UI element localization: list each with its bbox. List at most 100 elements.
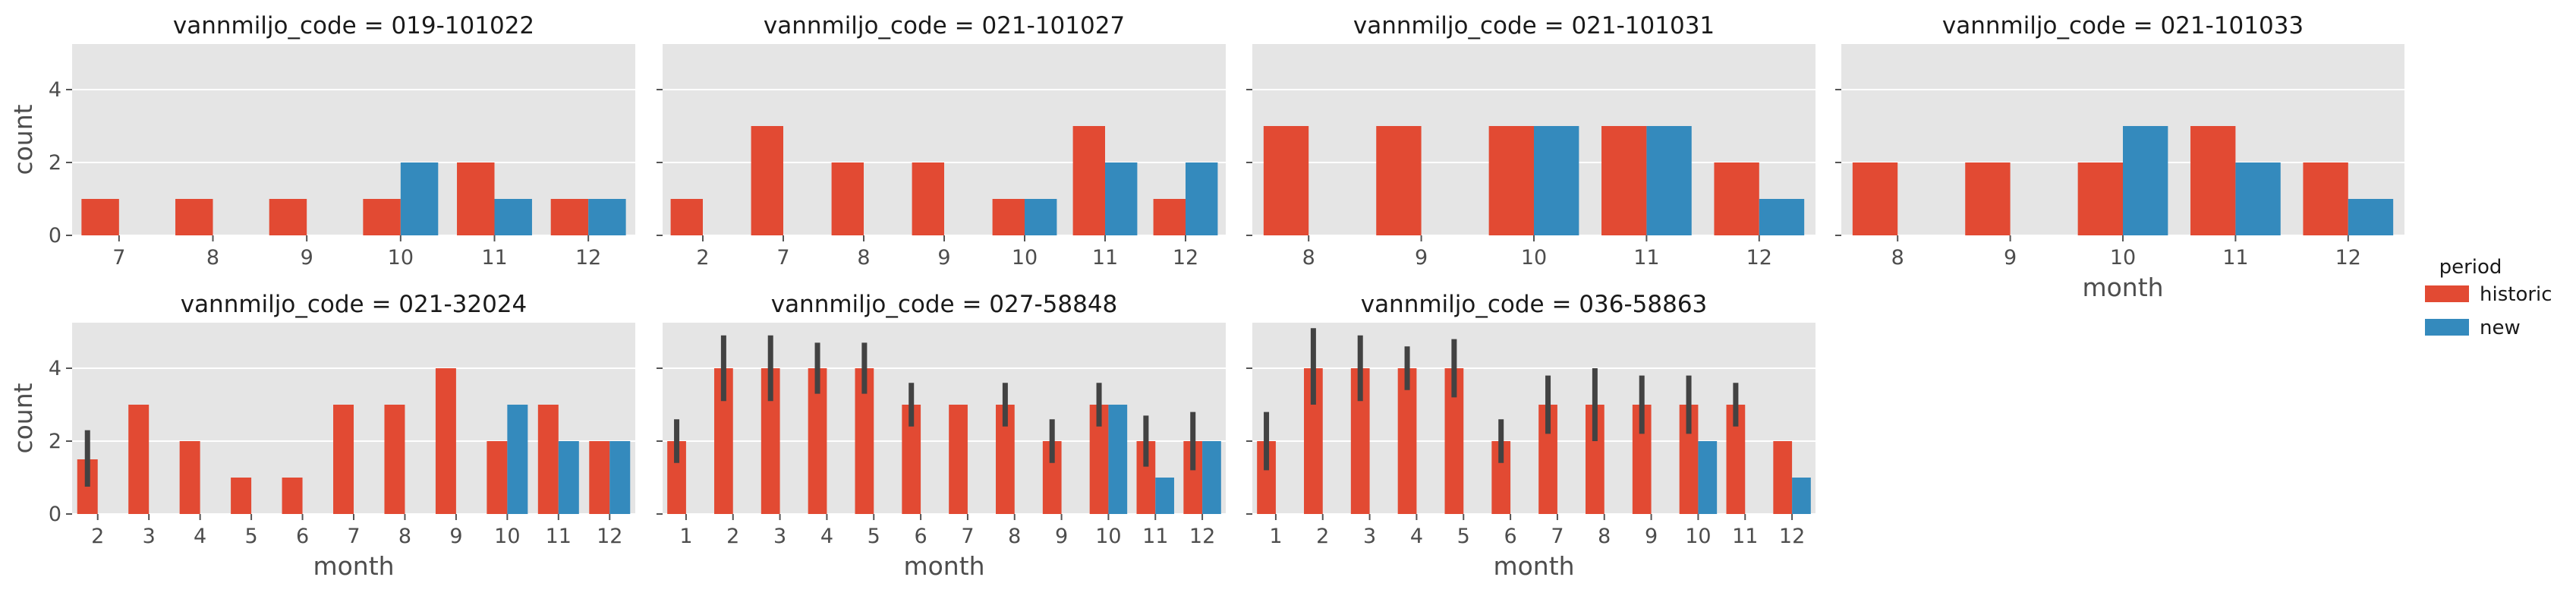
x-axis-label: month — [1493, 551, 1574, 581]
bar-historic — [384, 405, 405, 514]
bar-new — [1759, 199, 1805, 235]
bar-historic — [1714, 162, 1759, 235]
panel-background — [1252, 323, 1815, 514]
x-tick-label: 9 — [937, 246, 950, 270]
bar-historic — [550, 199, 589, 235]
bar-historic — [831, 162, 864, 235]
bar-historic — [1153, 199, 1186, 235]
x-tick-label: 1 — [1269, 525, 1282, 548]
bar-historic — [1852, 162, 1898, 235]
facet-title: vannmiljo_code = 019-101022 — [173, 12, 534, 39]
y-tick-label: 4 — [49, 357, 61, 380]
x-tick-label: 10 — [2110, 246, 2136, 270]
x-tick-label: 10 — [1521, 246, 1547, 270]
x-tick-label: 10 — [1685, 525, 1711, 548]
facet-title: vannmiljo_code = 021-101031 — [1353, 12, 1715, 39]
x-tick-label: 8 — [1008, 525, 1021, 548]
x-tick-label: 4 — [820, 525, 833, 548]
bar-historic — [175, 199, 213, 235]
y-tick-label: 2 — [49, 151, 61, 175]
bar-historic — [1773, 441, 1793, 514]
x-tick-label: 9 — [1055, 525, 1068, 548]
bar-historic — [912, 162, 944, 235]
facet-panel-4: 0 2 4 2 3 4 5 6 7 8 9 10 11 12 vannmiljo_code = 021-32… — [8, 291, 635, 581]
x-tick-label: 8 — [398, 525, 411, 548]
bar-historic — [363, 199, 401, 235]
legend-label-new: new — [2480, 317, 2521, 339]
bar-historic — [1376, 126, 1422, 235]
bar-historic — [992, 199, 1025, 235]
facet-panel-0: 0 2 4 7 8 9 10 11 12 vannmiljo_code = 019-101022 c… — [8, 12, 635, 270]
x-tick-label: 12 — [1779, 525, 1805, 548]
bar-historic — [949, 405, 968, 514]
x-tick-label: 11 — [481, 246, 507, 270]
x-tick-label: 11 — [1633, 246, 1659, 270]
facet-title: vannmiljo_code = 021-32024 — [181, 291, 527, 318]
x-tick-label: 8 — [206, 246, 219, 270]
x-tick-label: 12 — [2335, 246, 2361, 270]
x-tick-label: 9 — [449, 525, 462, 548]
bar-new — [1698, 441, 1718, 514]
bar-new — [2123, 126, 2168, 235]
x-tick-label: 8 — [857, 246, 870, 270]
x-tick-label: 12 — [597, 525, 622, 548]
y-axis-label: count — [8, 383, 38, 453]
x-tick-label: 7 — [1551, 525, 1564, 548]
bar-historic — [128, 405, 150, 514]
bar-historic — [179, 441, 200, 514]
x-tick-label: 7 — [961, 525, 974, 548]
bar-historic — [537, 405, 559, 514]
bar-new — [1646, 126, 1692, 235]
bar-new — [1108, 405, 1128, 514]
bar-historic — [751, 126, 783, 235]
x-tick-label: 11 — [2222, 246, 2248, 270]
bar-historic — [457, 162, 495, 235]
bar-new — [588, 199, 626, 235]
bar-historic — [2303, 162, 2348, 235]
bar-historic — [670, 199, 703, 235]
facet-title: vannmiljo_code = 021-101033 — [1942, 12, 2304, 39]
x-tick-label: 11 — [1092, 246, 1118, 270]
legend-title: period — [2439, 256, 2502, 279]
x-tick-label: 2 — [91, 525, 104, 548]
bar-new — [400, 162, 439, 235]
x-tick-label: 5 — [244, 525, 257, 548]
bar-historic — [2190, 126, 2236, 235]
x-tick-label: 5 — [1457, 525, 1470, 548]
bar-historic — [1072, 126, 1105, 235]
panel-background — [72, 44, 635, 235]
x-axis-label: month — [313, 551, 394, 581]
bar-new — [494, 199, 532, 235]
bar-historic — [282, 478, 303, 514]
bar-historic — [81, 199, 119, 235]
x-tick-label: 12 — [1746, 246, 1772, 270]
legend-label-historic: historic — [2480, 283, 2552, 306]
bar-historic — [1397, 368, 1417, 514]
facet-title: vannmiljo_code = 036-58863 — [1361, 291, 1708, 318]
x-tick-label: 7 — [112, 246, 125, 270]
x-tick-label: 10 — [494, 525, 520, 548]
x-tick-label: 5 — [868, 525, 880, 548]
x-tick-label: 9 — [2004, 246, 2017, 270]
bar-new — [1792, 478, 1811, 514]
bar-new — [1202, 441, 1221, 514]
y-tick-label: 2 — [49, 430, 61, 453]
x-axis-label: month — [903, 551, 984, 581]
y-tick-label: 0 — [49, 224, 61, 248]
facet-panel-2: 8 9 10 11 12 vannmiljo_code = 021-101031 — [1246, 12, 1815, 270]
x-tick-label: 6 — [1504, 525, 1516, 548]
x-tick-label: 4 — [1410, 525, 1423, 548]
bar-new — [507, 405, 528, 514]
x-tick-label: 6 — [296, 525, 309, 548]
x-tick-label: 3 — [143, 525, 156, 548]
x-tick-label: 3 — [1363, 525, 1376, 548]
y-axis-label: count — [8, 104, 38, 175]
bar-new — [1186, 162, 1218, 235]
x-tick-label: 2 — [726, 525, 739, 548]
x-tick-label: 8 — [1302, 246, 1315, 270]
y-tick-label: 4 — [49, 78, 61, 102]
facet-panel-3: 8 9 10 11 12 vannmiljo_code = 021-101033 month — [1835, 12, 2404, 302]
